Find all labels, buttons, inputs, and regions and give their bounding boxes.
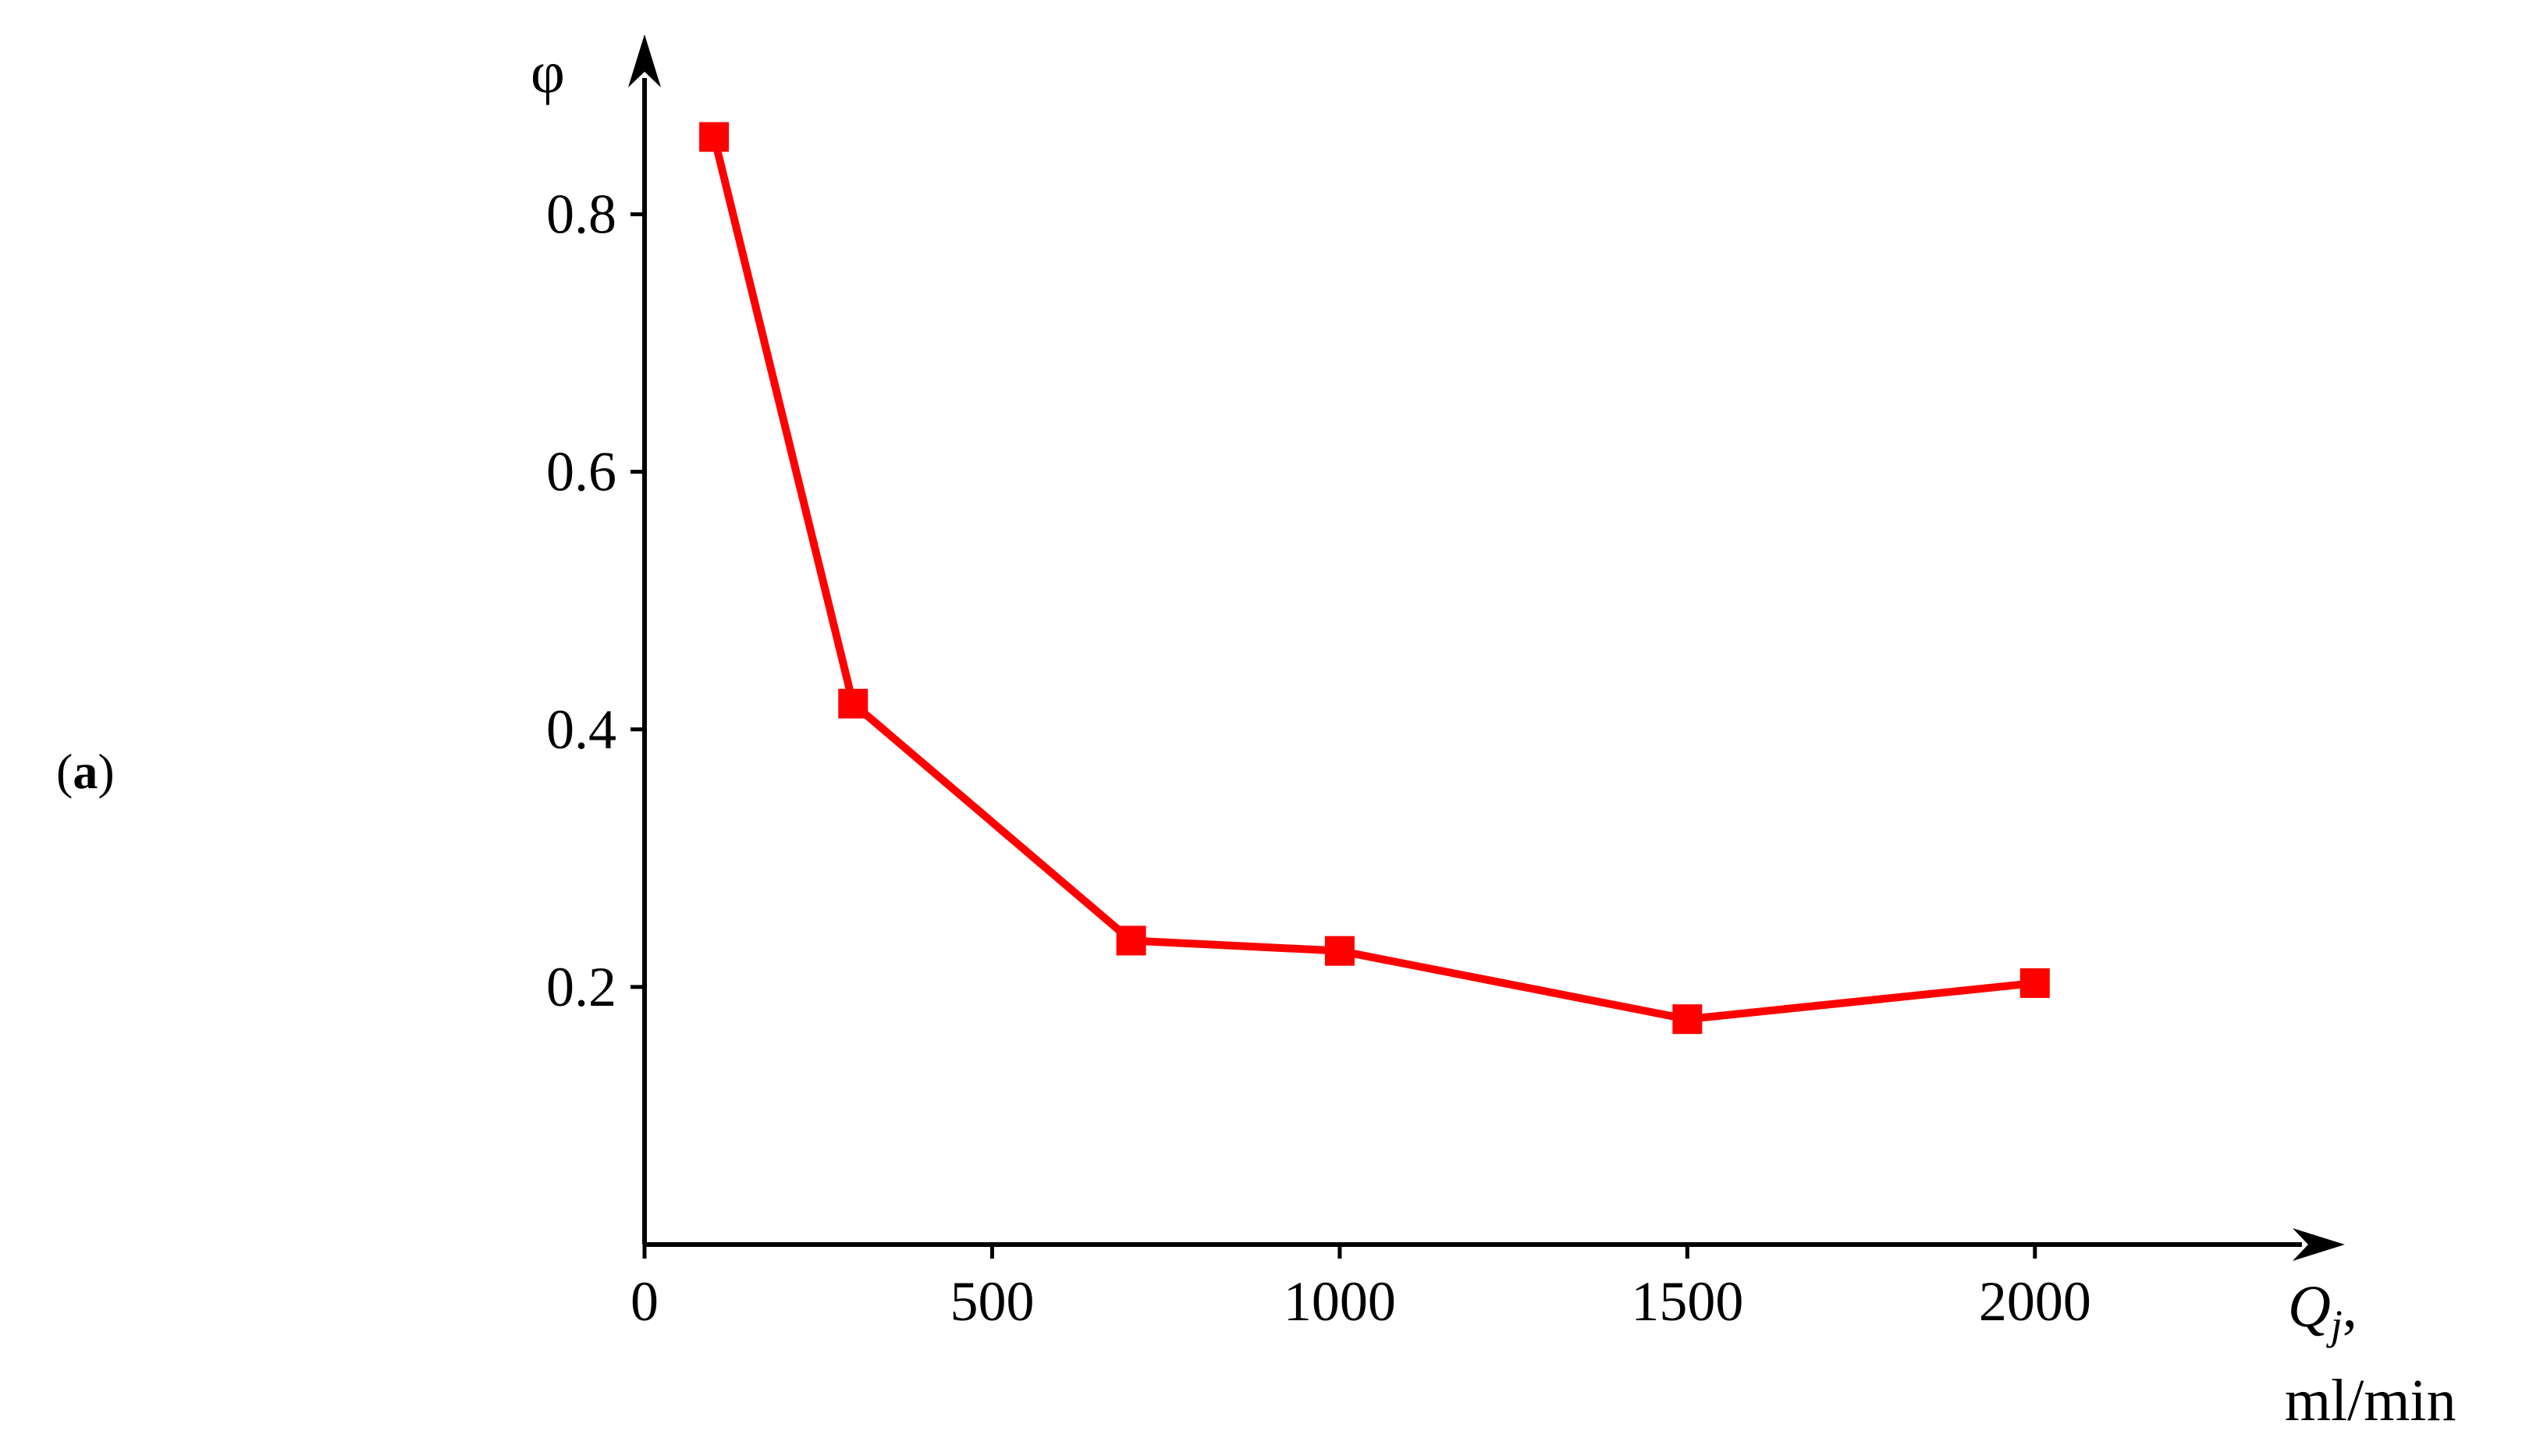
x-tick-label-500: 500 (950, 1270, 1034, 1333)
x-axis-unit-label: ml/min (2285, 1368, 2456, 1433)
x-tick-label-1500: 1500 (1631, 1270, 1743, 1333)
x-tick-label-2000: 2000 (1979, 1270, 2091, 1333)
y-tick-label-0.8: 0.8 (546, 183, 616, 246)
x-ticks: 0 500 1000 1500 2000 (630, 1245, 2091, 1333)
panel-label-letter: a (73, 744, 98, 799)
y-ticks: 0.2 0.4 0.6 0.8 (546, 183, 645, 1018)
axes (628, 34, 2345, 1261)
series-line-0 (710, 136, 2036, 1024)
x-axis-label: Qj, (2288, 1274, 2357, 1348)
series (699, 122, 2050, 1035)
panel-label: (a) (56, 744, 115, 799)
x-tick-label-1000: 1000 (1284, 1270, 1396, 1333)
y-axis-label: φ (531, 40, 565, 105)
data-point-1500 (1672, 1004, 1703, 1035)
panel-label-close: ) (98, 744, 114, 799)
data-point-700 (1116, 925, 1146, 956)
x-axis-label-subscript: j (2326, 1302, 2343, 1348)
svg-text:(a): (a) (56, 744, 115, 799)
y-axis-arrow (628, 34, 661, 87)
x-axis-label-symbol: Q (2288, 1274, 2331, 1340)
y-tick-label-0.2: 0.2 (546, 956, 616, 1018)
x-axis-arrow (2293, 1228, 2345, 1261)
y-tick-label-0.4: 0.4 (546, 698, 616, 761)
data-point-100 (699, 122, 730, 152)
y-tick-label-0.6: 0.6 (546, 441, 616, 503)
data-point-2000 (2019, 968, 2050, 998)
data-point-300 (838, 688, 868, 719)
data-point-1000 (1324, 936, 1355, 966)
x-axis-label-suffix: , (2343, 1274, 2357, 1340)
x-tick-label-0: 0 (630, 1270, 659, 1333)
panel-label-open: ( (56, 744, 73, 799)
